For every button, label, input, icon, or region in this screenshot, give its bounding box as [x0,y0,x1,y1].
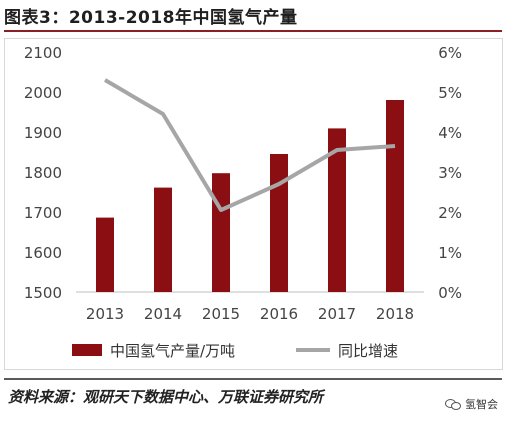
growth-line-series [103,78,396,212]
y-right-tick-label: 3% [438,164,462,182]
legend-bar-label: 中国氢气产量/万吨 [110,342,235,360]
y-left-tick-label: 2000 [24,84,62,102]
combo-chart: 1500 1600 1700 1800 1900 2000 2100 0% 1% 2% 3% 4% 5… [24,44,462,360]
x-tick-label: 2015 [202,305,240,323]
legend: 中国氢气产量/万吨 同比增速 [72,342,398,360]
watermark: 氢智会 [445,396,498,412]
bar-2017 [328,128,346,292]
source-divider [4,378,502,380]
source-note: 资料来源：观研天下数据中心、万联证券研究所 [8,388,324,406]
y-right-tick-label: 4% [438,124,462,142]
y-left-tick-label: 1700 [24,204,62,222]
bar-2018 [386,100,404,292]
legend-bar-swatch [72,344,102,356]
x-axis: 2013 2014 2015 2016 2017 2018 [86,305,414,323]
figure-title: 图表3：2013-2018年中国氢气产量 [4,8,298,28]
y-right-axis: 0% 1% 2% 3% 4% 5% 6% [438,44,462,302]
chart-frame [4,38,503,370]
bar-2016 [270,154,288,292]
y-left-tick-label: 1900 [24,124,62,142]
watermark-label: 氢智会 [465,398,498,411]
title-divider [4,30,502,32]
x-tick-label: 2013 [86,305,124,323]
y-right-tick-label: 2% [438,204,462,222]
x-tick-label: 2014 [144,305,182,323]
bar-2014 [154,187,172,292]
legend-line-label: 同比增速 [338,342,398,360]
bar-2013 [96,217,114,292]
bar-2015 [212,173,230,292]
y-left-axis: 1500 1600 1700 1800 1900 2000 2100 [24,44,62,302]
y-right-tick-label: 5% [438,84,462,102]
y-left-tick-label: 1800 [24,164,62,182]
x-tick-label: 2017 [318,305,356,323]
y-left-tick-label: 2100 [24,44,62,62]
y-left-tick-label: 1500 [24,284,62,302]
wechat-icon [445,398,461,410]
y-right-tick-label: 6% [438,44,462,62]
x-tick-label: 2016 [260,305,298,323]
y-right-tick-label: 0% [438,284,462,302]
y-right-tick-label: 1% [438,244,462,262]
x-tick-label: 2018 [376,305,414,323]
y-left-tick-label: 1600 [24,244,62,262]
